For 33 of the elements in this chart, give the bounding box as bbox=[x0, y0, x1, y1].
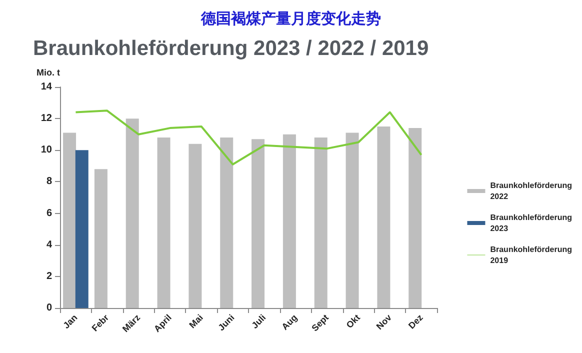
legend-label: Braunkohleförderung 2022 bbox=[490, 181, 572, 201]
y-tick-label: 0 bbox=[46, 302, 52, 314]
y-tick-label: 10 bbox=[40, 144, 52, 156]
bar bbox=[314, 138, 328, 308]
bar bbox=[126, 118, 139, 308]
bar bbox=[188, 144, 202, 308]
bar bbox=[377, 126, 390, 308]
chart-title: 德国褐煤产量月度变化走势 bbox=[200, 10, 381, 28]
bar bbox=[252, 139, 265, 308]
bar bbox=[63, 132, 76, 308]
y-tick-label: 12 bbox=[40, 113, 52, 124]
legend-label: Braunkohleförderung 2023 bbox=[490, 213, 572, 233]
bar bbox=[220, 138, 234, 308]
bar bbox=[282, 134, 296, 308]
x-tick-label: Dez bbox=[406, 312, 426, 331]
bar bbox=[94, 169, 108, 308]
y-tick-label: 6 bbox=[46, 208, 52, 219]
y-tick-label: 2 bbox=[46, 270, 52, 282]
chart-subtitle: Braunkohleförderung 2023 / 2022 / 2019 bbox=[33, 37, 429, 60]
y-tick-label: 8 bbox=[46, 176, 52, 188]
y-tick-label: 14 bbox=[40, 82, 52, 92]
legend-label: Braunkohleförderung 2019 bbox=[490, 245, 572, 265]
bar bbox=[157, 138, 170, 308]
line-series bbox=[74, 110, 422, 166]
x-tick-label: Jan bbox=[61, 312, 80, 330]
x-tick-label: Mai bbox=[187, 312, 205, 330]
bar bbox=[346, 132, 359, 308]
y-tick-label: 4 bbox=[46, 239, 52, 250]
y-axis-title: Mio. t bbox=[36, 68, 60, 78]
x-tick-label: Okt bbox=[344, 312, 362, 330]
bar bbox=[408, 128, 422, 308]
bar bbox=[75, 150, 88, 308]
x-tick-label: Juli bbox=[250, 312, 268, 330]
